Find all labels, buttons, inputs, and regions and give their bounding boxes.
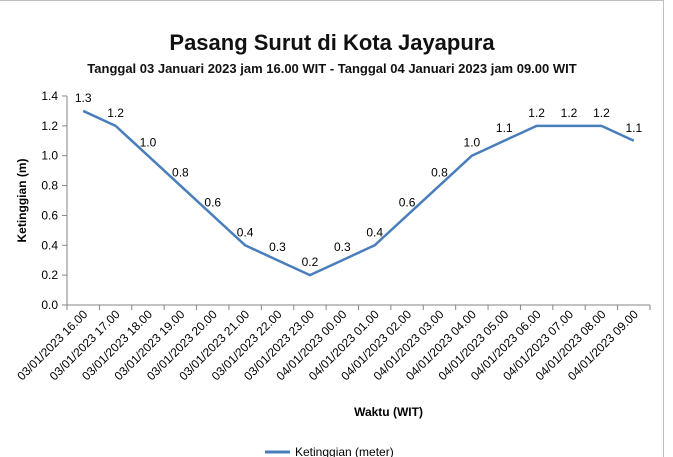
data-label: 0.4: [237, 225, 254, 239]
y-tick-label: 0.4: [41, 238, 58, 252]
data-label: 0.6: [399, 195, 416, 209]
data-label: 1.2: [593, 106, 610, 120]
data-label: 0.6: [204, 195, 221, 209]
series-line-ketinggian: [82, 109, 635, 277]
y-axis-title: Ketinggian (m): [15, 159, 29, 243]
data-label: 1.0: [464, 136, 481, 150]
y-tick-label: 0.0: [41, 298, 58, 312]
y-tick-label: 0.2: [41, 268, 58, 282]
x-axis-title: Waktu (WIT): [354, 405, 423, 419]
legend: Ketinggian (meter): [265, 445, 394, 457]
data-label: 1.2: [528, 106, 545, 120]
chart-title: Pasang Surut di Kota Jayapura: [169, 30, 495, 55]
data-labels: 1.3 1.2 1.0 0.8 0.6 0.4 0.3 0.2 0.3 0.4 0.6 0.8 1.0 1…: [75, 91, 643, 269]
data-label: 0.8: [431, 166, 448, 180]
data-label: 1.3: [75, 91, 92, 105]
data-label: 0.2: [302, 255, 319, 269]
series-layer: [82, 109, 635, 277]
data-label: 0.3: [269, 240, 286, 254]
data-label: 1.1: [625, 121, 642, 135]
data-label: 1.2: [561, 106, 578, 120]
data-label: 0.4: [366, 225, 383, 239]
y-tick-label: 1.0: [41, 149, 58, 163]
y-tick-label: 1.2: [41, 119, 58, 133]
legend-label: Ketinggian (meter): [295, 445, 394, 457]
chart-subtitle: Tanggal 03 Januari 2023 jam 16.00 WIT - …: [87, 61, 577, 76]
y-tick-label: 0.6: [41, 208, 58, 222]
chart-axes: [62, 95, 651, 310]
tick-labels: 0.00.20.40.60.81.01.21.403/01/2023 16.00…: [14, 89, 641, 383]
data-label: 1.2: [107, 106, 124, 120]
data-label: 0.3: [334, 240, 351, 254]
data-label: 0.8: [172, 166, 189, 180]
data-label: 1.0: [140, 136, 157, 150]
y-tick-label: 0.8: [41, 179, 58, 193]
data-label: 1.1: [496, 121, 513, 135]
y-tick-label: 1.4: [41, 89, 58, 103]
